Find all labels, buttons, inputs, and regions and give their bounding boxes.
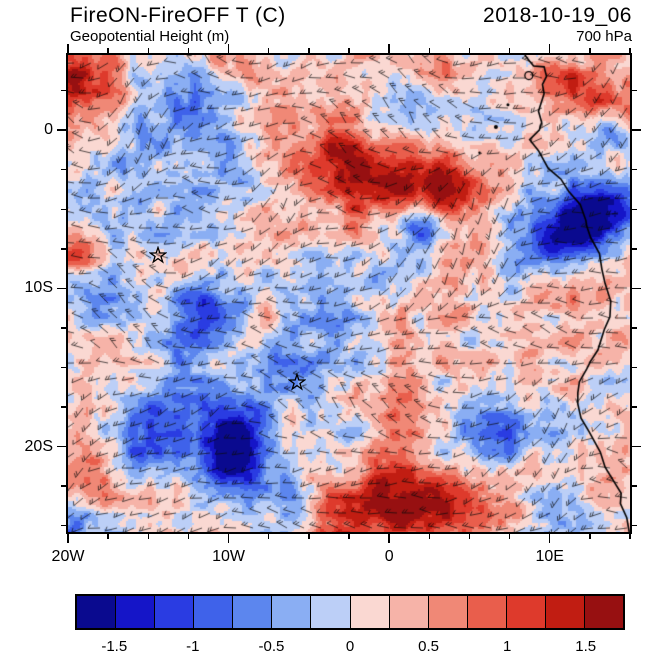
- y-minor-tick: [632, 485, 637, 487]
- y-minor-tick: [632, 89, 637, 92]
- colorbar-label--1: -1: [186, 638, 200, 655]
- colorbar-cell-10: [467, 596, 507, 628]
- y-minor-tick: [61, 366, 66, 369]
- x-axis-label-10E: 10E: [535, 548, 564, 565]
- colorbar-cell-11: [506, 596, 546, 628]
- x-minor-tick: [267, 48, 270, 53]
- colorbar-cell-13: [585, 596, 624, 628]
- x-minor-tick: [348, 48, 350, 53]
- x-major-tick: [548, 44, 551, 53]
- x-axis-label-20W: 20W: [51, 548, 85, 565]
- y-axis-label-20S: 20S: [24, 437, 53, 455]
- x-minor-tick: [147, 48, 150, 53]
- y-minor-tick: [632, 208, 637, 210]
- plot-title: FireON-FireOFF T (C): [70, 4, 286, 27]
- y-minor-tick: [61, 89, 66, 92]
- plot-subtitle-left: Geopotential Height (m): [70, 28, 230, 45]
- x-minor-tick: [187, 48, 190, 53]
- y-minor-tick: [61, 208, 66, 210]
- x-major-tick: [67, 44, 69, 53]
- colorbar-cell-7: [350, 596, 390, 628]
- x-minor-tick: [468, 48, 471, 53]
- x-major-tick: [227, 44, 230, 53]
- y-minor-tick: [632, 524, 637, 527]
- colorbar-cell-5: [272, 596, 312, 628]
- colorbar-label--0.5: -0.5: [258, 638, 285, 655]
- x-minor-tick: [629, 48, 631, 53]
- colorbar-cell-6: [311, 596, 351, 628]
- x-major-tick: [388, 534, 390, 543]
- y-minor-tick: [61, 248, 66, 250]
- y-axis-label-0: 0: [44, 121, 53, 139]
- x-minor-tick: [187, 534, 190, 539]
- y-minor-tick: [632, 327, 637, 329]
- plot-subtitle-right: 700 hPa: [576, 28, 632, 45]
- x-minor-tick: [508, 534, 511, 539]
- y-axis-label-10S: 10S: [24, 279, 53, 297]
- y-major-tick: [57, 129, 66, 131]
- colorbar-cell-2: [155, 596, 195, 628]
- x-major-tick: [67, 534, 69, 543]
- colorbar-cell-8: [389, 596, 429, 628]
- colorbar-label-1.5: 1.5: [575, 638, 597, 655]
- map-canvas: [68, 55, 630, 532]
- x-minor-tick: [107, 48, 109, 53]
- y-major-tick: [57, 445, 66, 448]
- colorbar-label-0.5: 0.5: [418, 638, 439, 655]
- y-major-tick: [632, 445, 641, 448]
- x-minor-tick: [147, 534, 150, 539]
- x-minor-tick: [308, 48, 310, 53]
- x-minor-tick: [468, 534, 471, 539]
- y-minor-tick: [61, 524, 66, 527]
- colorbar-cell-1: [116, 596, 156, 628]
- x-axis-label-0: 0: [384, 548, 394, 565]
- x-major-tick: [227, 534, 230, 543]
- x-minor-tick: [589, 48, 591, 53]
- x-axis-label-10W: 10W: [212, 548, 246, 565]
- colorbar-cell-12: [545, 596, 586, 628]
- x-minor-tick: [428, 534, 431, 539]
- x-major-tick: [548, 534, 551, 543]
- y-minor-tick: [632, 406, 637, 408]
- colorbar-cell-4: [233, 596, 273, 628]
- colorbar-cell-3: [194, 596, 234, 628]
- colorbar-label-1: 1: [502, 638, 512, 655]
- x-minor-tick: [107, 534, 109, 539]
- colorbar-cell-9: [428, 596, 468, 628]
- y-major-tick: [57, 287, 66, 290]
- map-frame: [66, 53, 632, 534]
- y-major-tick: [632, 129, 641, 131]
- colorbar-cell-0: [77, 596, 117, 628]
- y-minor-tick: [61, 406, 66, 408]
- x-minor-tick: [267, 534, 270, 539]
- colorbar: [75, 594, 625, 630]
- y-minor-tick: [632, 248, 637, 250]
- y-minor-tick: [61, 168, 66, 171]
- x-minor-tick: [348, 534, 350, 539]
- y-major-tick: [632, 287, 641, 290]
- x-major-tick: [388, 44, 390, 53]
- x-minor-tick: [428, 48, 431, 53]
- colorbar-label-0: 0: [345, 638, 355, 655]
- colorbar-label--1.5: -1.5: [101, 638, 128, 655]
- x-minor-tick: [629, 534, 631, 539]
- x-minor-tick: [308, 534, 310, 539]
- x-minor-tick: [508, 48, 511, 53]
- y-minor-tick: [61, 327, 66, 329]
- x-minor-tick: [589, 534, 591, 539]
- plot-datetime: 2018-10-19_06: [483, 4, 632, 27]
- y-minor-tick: [632, 366, 637, 369]
- y-minor-tick: [61, 485, 66, 487]
- y-minor-tick: [632, 168, 637, 171]
